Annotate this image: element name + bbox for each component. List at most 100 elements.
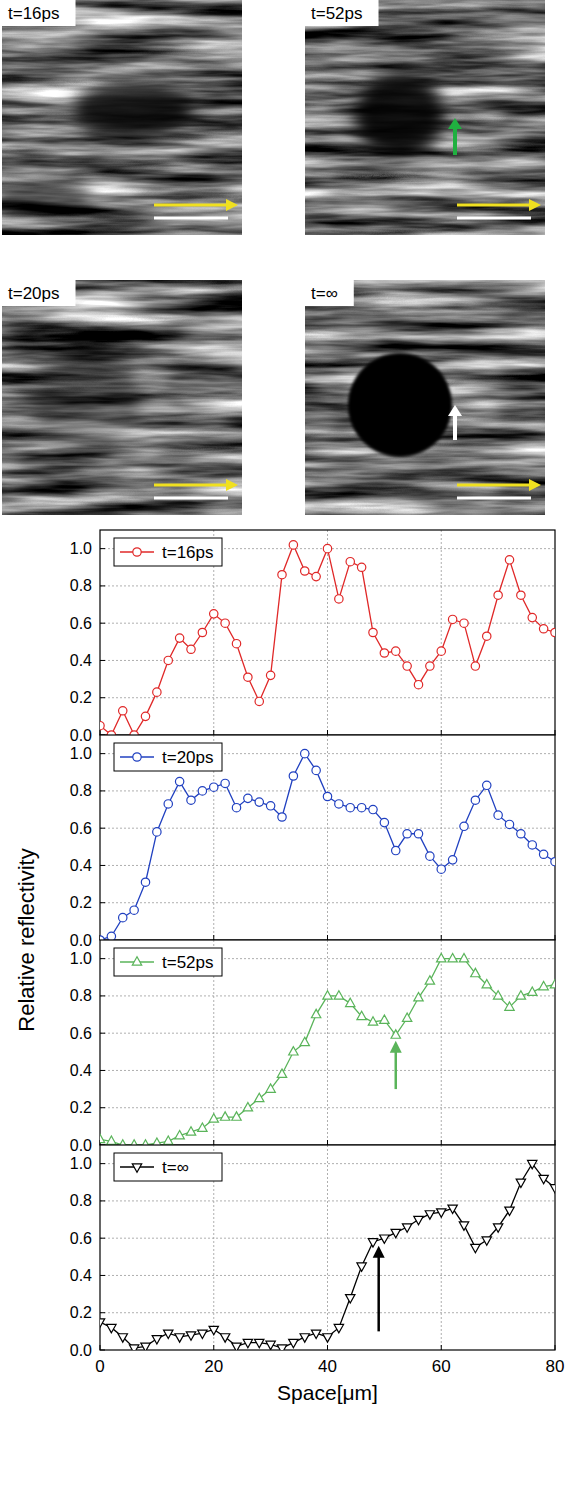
y-tick-label: 0.6 (70, 615, 92, 632)
direction-arrow-head (529, 199, 541, 211)
data-point (471, 796, 479, 804)
data-point (505, 1207, 514, 1215)
data-point (175, 1334, 184, 1342)
data-point (346, 803, 354, 811)
data-point (175, 1130, 184, 1138)
data-point (414, 680, 422, 688)
data-point (210, 610, 218, 618)
data-point (460, 619, 468, 627)
tick-mark (100, 660, 105, 661)
data-point (119, 707, 127, 715)
scale-bar (457, 497, 531, 500)
grid-line (100, 1070, 555, 1071)
data-point (266, 1084, 275, 1092)
data-point (425, 1211, 434, 1219)
tick-mark (213, 1345, 214, 1350)
image-label: t=16ps (8, 4, 60, 23)
legend-box (114, 1153, 222, 1181)
series-line (100, 959, 555, 1145)
y-tick-label: 0.0 (70, 932, 92, 949)
series-line (100, 754, 555, 940)
image-texture (305, 0, 545, 235)
data-point (100, 721, 104, 729)
plot-area (100, 1145, 555, 1350)
data-point (323, 544, 331, 552)
data-point (528, 613, 536, 621)
data-point (129, 1345, 138, 1350)
micrograph (305, 280, 545, 515)
x-tick-label: 80 (546, 1357, 565, 1376)
grid-line (100, 1312, 555, 1313)
grid-line (441, 940, 442, 1145)
data-point (505, 556, 513, 564)
data-point (392, 647, 400, 655)
grid-line (441, 1145, 442, 1350)
tick-mark (213, 935, 214, 940)
data-point (255, 1093, 264, 1101)
data-point (493, 991, 502, 999)
direction-arrow (154, 204, 228, 207)
y-tick-label: 1.0 (70, 745, 92, 762)
data-point (505, 1002, 514, 1010)
data-point (312, 572, 320, 580)
micrograph (2, 0, 242, 235)
direction-arrow (154, 484, 228, 487)
image-ground (305, 0, 545, 235)
tick-mark (441, 935, 442, 940)
series-line (100, 1164, 555, 1349)
tick-mark (100, 623, 105, 624)
data-point (357, 1263, 366, 1271)
data-point (198, 1330, 207, 1338)
tick-mark (100, 1238, 105, 1239)
data-point (141, 1343, 150, 1350)
annotation-arrow (395, 1051, 398, 1089)
y-tick-label: 0.8 (70, 987, 92, 1004)
data-point (437, 1209, 446, 1217)
data-point (516, 991, 525, 999)
grid-line (327, 940, 328, 1145)
data-point (323, 991, 332, 999)
line-panel (100, 530, 555, 735)
tick-mark (100, 1033, 105, 1034)
data-point (209, 1326, 218, 1334)
tick-mark (100, 697, 105, 698)
x-tick-label: 40 (318, 1357, 337, 1376)
data-point (380, 818, 388, 826)
data-point (187, 645, 195, 653)
y-axis-title: Relative reflectivity (14, 848, 39, 1031)
data-point (459, 1222, 468, 1230)
data-point (517, 591, 525, 599)
legend: t=16ps (114, 538, 222, 566)
feature-arrow-head (448, 405, 462, 416)
direction-arrow (457, 484, 531, 487)
data-point (107, 932, 115, 940)
tick-mark (327, 1345, 328, 1350)
y-tick-label: 1.0 (70, 950, 92, 967)
data-point (129, 1140, 138, 1145)
data-point (221, 779, 229, 787)
data-point (460, 822, 468, 830)
plot-frame (100, 735, 555, 940)
data-group (100, 749, 555, 940)
data-point (448, 615, 456, 623)
data-point (493, 1224, 502, 1232)
data-point (119, 913, 127, 921)
image-label: t=20ps (8, 284, 60, 303)
data-point (175, 777, 183, 785)
tick-mark (327, 935, 328, 940)
y-tick-label: 0.4 (70, 652, 92, 669)
tick-mark (100, 548, 105, 549)
data-point (517, 830, 525, 838)
image-ground (2, 280, 242, 515)
data-point (130, 731, 138, 735)
data-point (100, 1134, 105, 1142)
data-point (198, 1123, 207, 1131)
tick-mark (100, 1275, 105, 1276)
data-point (209, 1114, 218, 1122)
data-point (494, 811, 502, 819)
direction-arrow (457, 204, 531, 207)
legend-marker (133, 753, 141, 761)
tick-mark (100, 1070, 105, 1071)
data-point (221, 619, 229, 627)
tick-mark (441, 730, 442, 735)
